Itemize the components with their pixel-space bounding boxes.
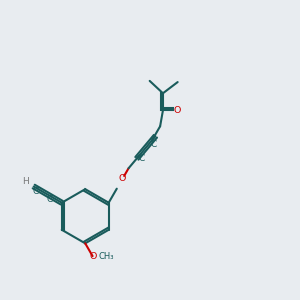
Text: C: C [139,154,145,163]
Text: CH₃: CH₃ [99,252,114,261]
Text: O: O [173,106,181,115]
Text: O: O [89,252,97,261]
Text: C: C [150,140,157,149]
Text: O: O [119,175,126,184]
Text: H: H [22,177,29,186]
Text: C: C [33,187,39,196]
Text: C: C [47,195,53,204]
